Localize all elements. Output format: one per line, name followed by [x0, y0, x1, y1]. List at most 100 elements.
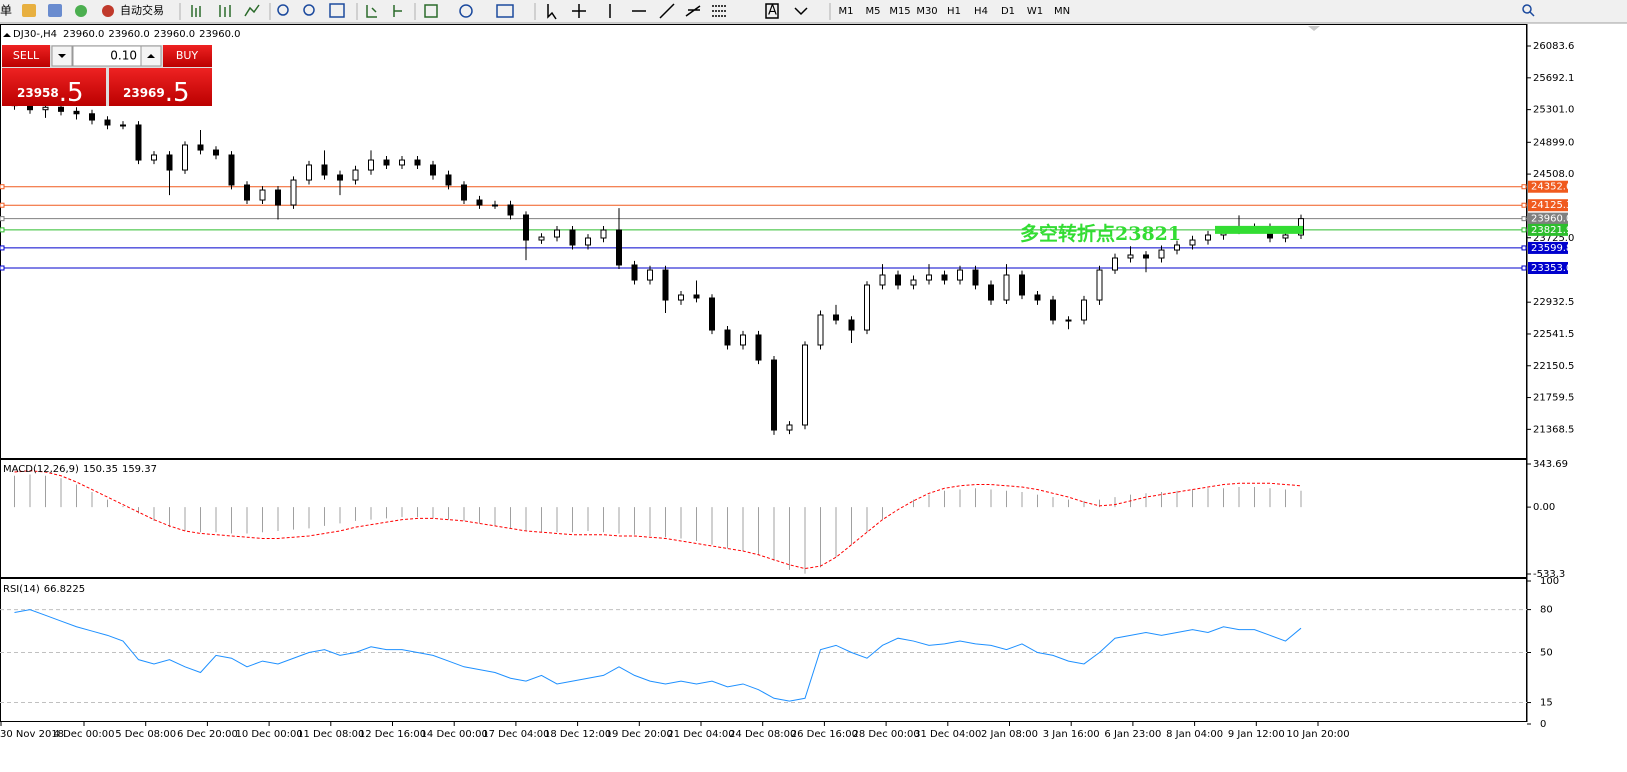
- candle-body: [600, 229, 607, 239]
- icon[interactable]: [48, 4, 62, 17]
- level-marker: [1521, 184, 1527, 190]
- buy-button[interactable]: [163, 45, 212, 67]
- timeframe-button[interactable]: H4: [974, 6, 988, 17]
- timeframe-button[interactable]: M5: [866, 6, 881, 17]
- header-icon: [3, 33, 11, 37]
- level-marker: [0, 184, 5, 190]
- toolbar: [0, 0, 1627, 23]
- timeframe-button[interactable]: H1: [947, 6, 961, 17]
- candle-body: [1143, 254, 1149, 259]
- timeframe-button[interactable]: M30: [916, 6, 937, 17]
- candle-body: [290, 179, 297, 206]
- candle-body: [957, 269, 963, 281]
- level-label-box: [1528, 241, 1568, 254]
- buy-label[interactable]: BUY: [176, 49, 199, 62]
- x-tick-label: 10 Dec 00:00: [235, 729, 302, 740]
- candle-body: [1065, 319, 1072, 322]
- auto-trade[interactable]: 自动交易: [120, 3, 164, 17]
- buy-price-main: 23969: [123, 86, 165, 100]
- level-label: 23821.9: [1531, 225, 1572, 236]
- candle-body: [569, 229, 576, 246]
- x-tick-label: 6 Jan 23:00: [1104, 729, 1161, 740]
- candle-body: [1050, 299, 1056, 321]
- x-tick-label: 9 Jan 12:00: [1228, 729, 1285, 740]
- timeframe-button[interactable]: MN: [1054, 6, 1070, 17]
- candle-body: [1205, 234, 1211, 241]
- level-label: 24125.3: [1531, 200, 1572, 211]
- candle-body: [228, 154, 235, 186]
- level-marker: [0, 202, 5, 208]
- y-tick-label: 0: [1540, 719, 1546, 730]
- candle-body: [988, 284, 994, 301]
- candle-body: [476, 199, 483, 206]
- candle-body: [941, 274, 948, 281]
- x-tick-label: 12 Dec 16:00: [359, 729, 426, 740]
- arrow: [147, 54, 155, 58]
- candle-body: [89, 113, 95, 121]
- macd-name: MACD(12,26,9): [3, 464, 79, 475]
- candle-body: [58, 106, 64, 112]
- sell-label[interactable]: SELL: [13, 49, 40, 62]
- buy-price[interactable]: 23969.5: [123, 78, 190, 108]
- candle-body: [709, 297, 715, 331]
- sell-price-frac: .5: [59, 78, 84, 108]
- candle-body: [306, 164, 312, 181]
- x-tick-label: 24 Dec 08:00: [729, 729, 796, 740]
- candle-body: [895, 274, 901, 286]
- timeframe-button[interactable]: W1: [1027, 6, 1043, 17]
- svg-text:A: A: [768, 4, 777, 19]
- y-tick-label: 100: [1540, 576, 1559, 587]
- timeframe-button[interactable]: M1: [839, 6, 854, 17]
- trade-panel: SELL 0.10 BUY 23958.5 23969.5: [2, 45, 212, 108]
- icon[interactable]: [75, 5, 87, 17]
- macd-main-value: 150.35: [83, 464, 118, 475]
- candle-body: [771, 359, 777, 431]
- y-tick-label: 80: [1540, 605, 1553, 616]
- y-tick-label: 15: [1540, 698, 1553, 709]
- icon[interactable]: [102, 5, 114, 17]
- buy-price-box[interactable]: [109, 68, 212, 106]
- candle-body: [1189, 239, 1196, 246]
- y-tick-label: 343.69: [1533, 459, 1568, 470]
- symbol: DJ30-,H4: [13, 29, 57, 40]
- timeframe-button[interactable]: M15: [889, 6, 910, 17]
- candle-body: [662, 269, 669, 301]
- level-marker: [1521, 202, 1527, 208]
- sell-price[interactable]: 23958.5: [17, 78, 84, 108]
- menu-fragment[interactable]: 单: [0, 4, 12, 18]
- candle-body: [445, 174, 452, 186]
- candle-body: [647, 269, 653, 281]
- ohlc-low: 23960.0: [154, 29, 195, 40]
- candle-body: [1282, 234, 1289, 239]
- level-marker: [1521, 227, 1527, 233]
- candle-body: [120, 124, 126, 127]
- x-tick-label: 11 Dec 08:00: [297, 729, 364, 740]
- candle-body: [817, 314, 824, 346]
- x-tick-label: 10 Jan 20:00: [1286, 729, 1349, 740]
- macd-chart: 343.69 0.00 -533.3 MACD(12,26,9) 150.35 159.3…: [3, 459, 1568, 580]
- timeframe-button[interactable]: D1: [1001, 6, 1015, 17]
- candle-body: [1034, 294, 1041, 301]
- lot-value[interactable]: 0.10: [110, 49, 137, 63]
- sell-price-box[interactable]: [2, 68, 106, 106]
- candle-body: [244, 184, 250, 201]
- candle-body: [879, 274, 886, 286]
- x-tick-label: 31 Dec 04:00: [914, 729, 981, 740]
- candle-body: [337, 174, 343, 181]
- candle-body: [972, 269, 979, 286]
- candle-body: [755, 334, 762, 361]
- candle-body: [926, 274, 932, 281]
- rsi-chart: 100 80 50 15 0 RSI(14) 66.8225: [0, 576, 1559, 730]
- tool-icons[interactable]: A: [191, 3, 1535, 20]
- annotation: 多空转折点23821: [1020, 222, 1181, 245]
- candle-body: [616, 229, 622, 266]
- level-label-box: [1528, 180, 1568, 193]
- level-label-box: [1528, 212, 1568, 225]
- sell-button[interactable]: [2, 45, 50, 67]
- signal-line: [14, 470, 1302, 570]
- buy-price-frac: .5: [165, 78, 190, 108]
- candle-body: [786, 424, 793, 431]
- x-tick-label: 6 Dec 20:00: [177, 729, 238, 740]
- icon[interactable]: [22, 4, 36, 17]
